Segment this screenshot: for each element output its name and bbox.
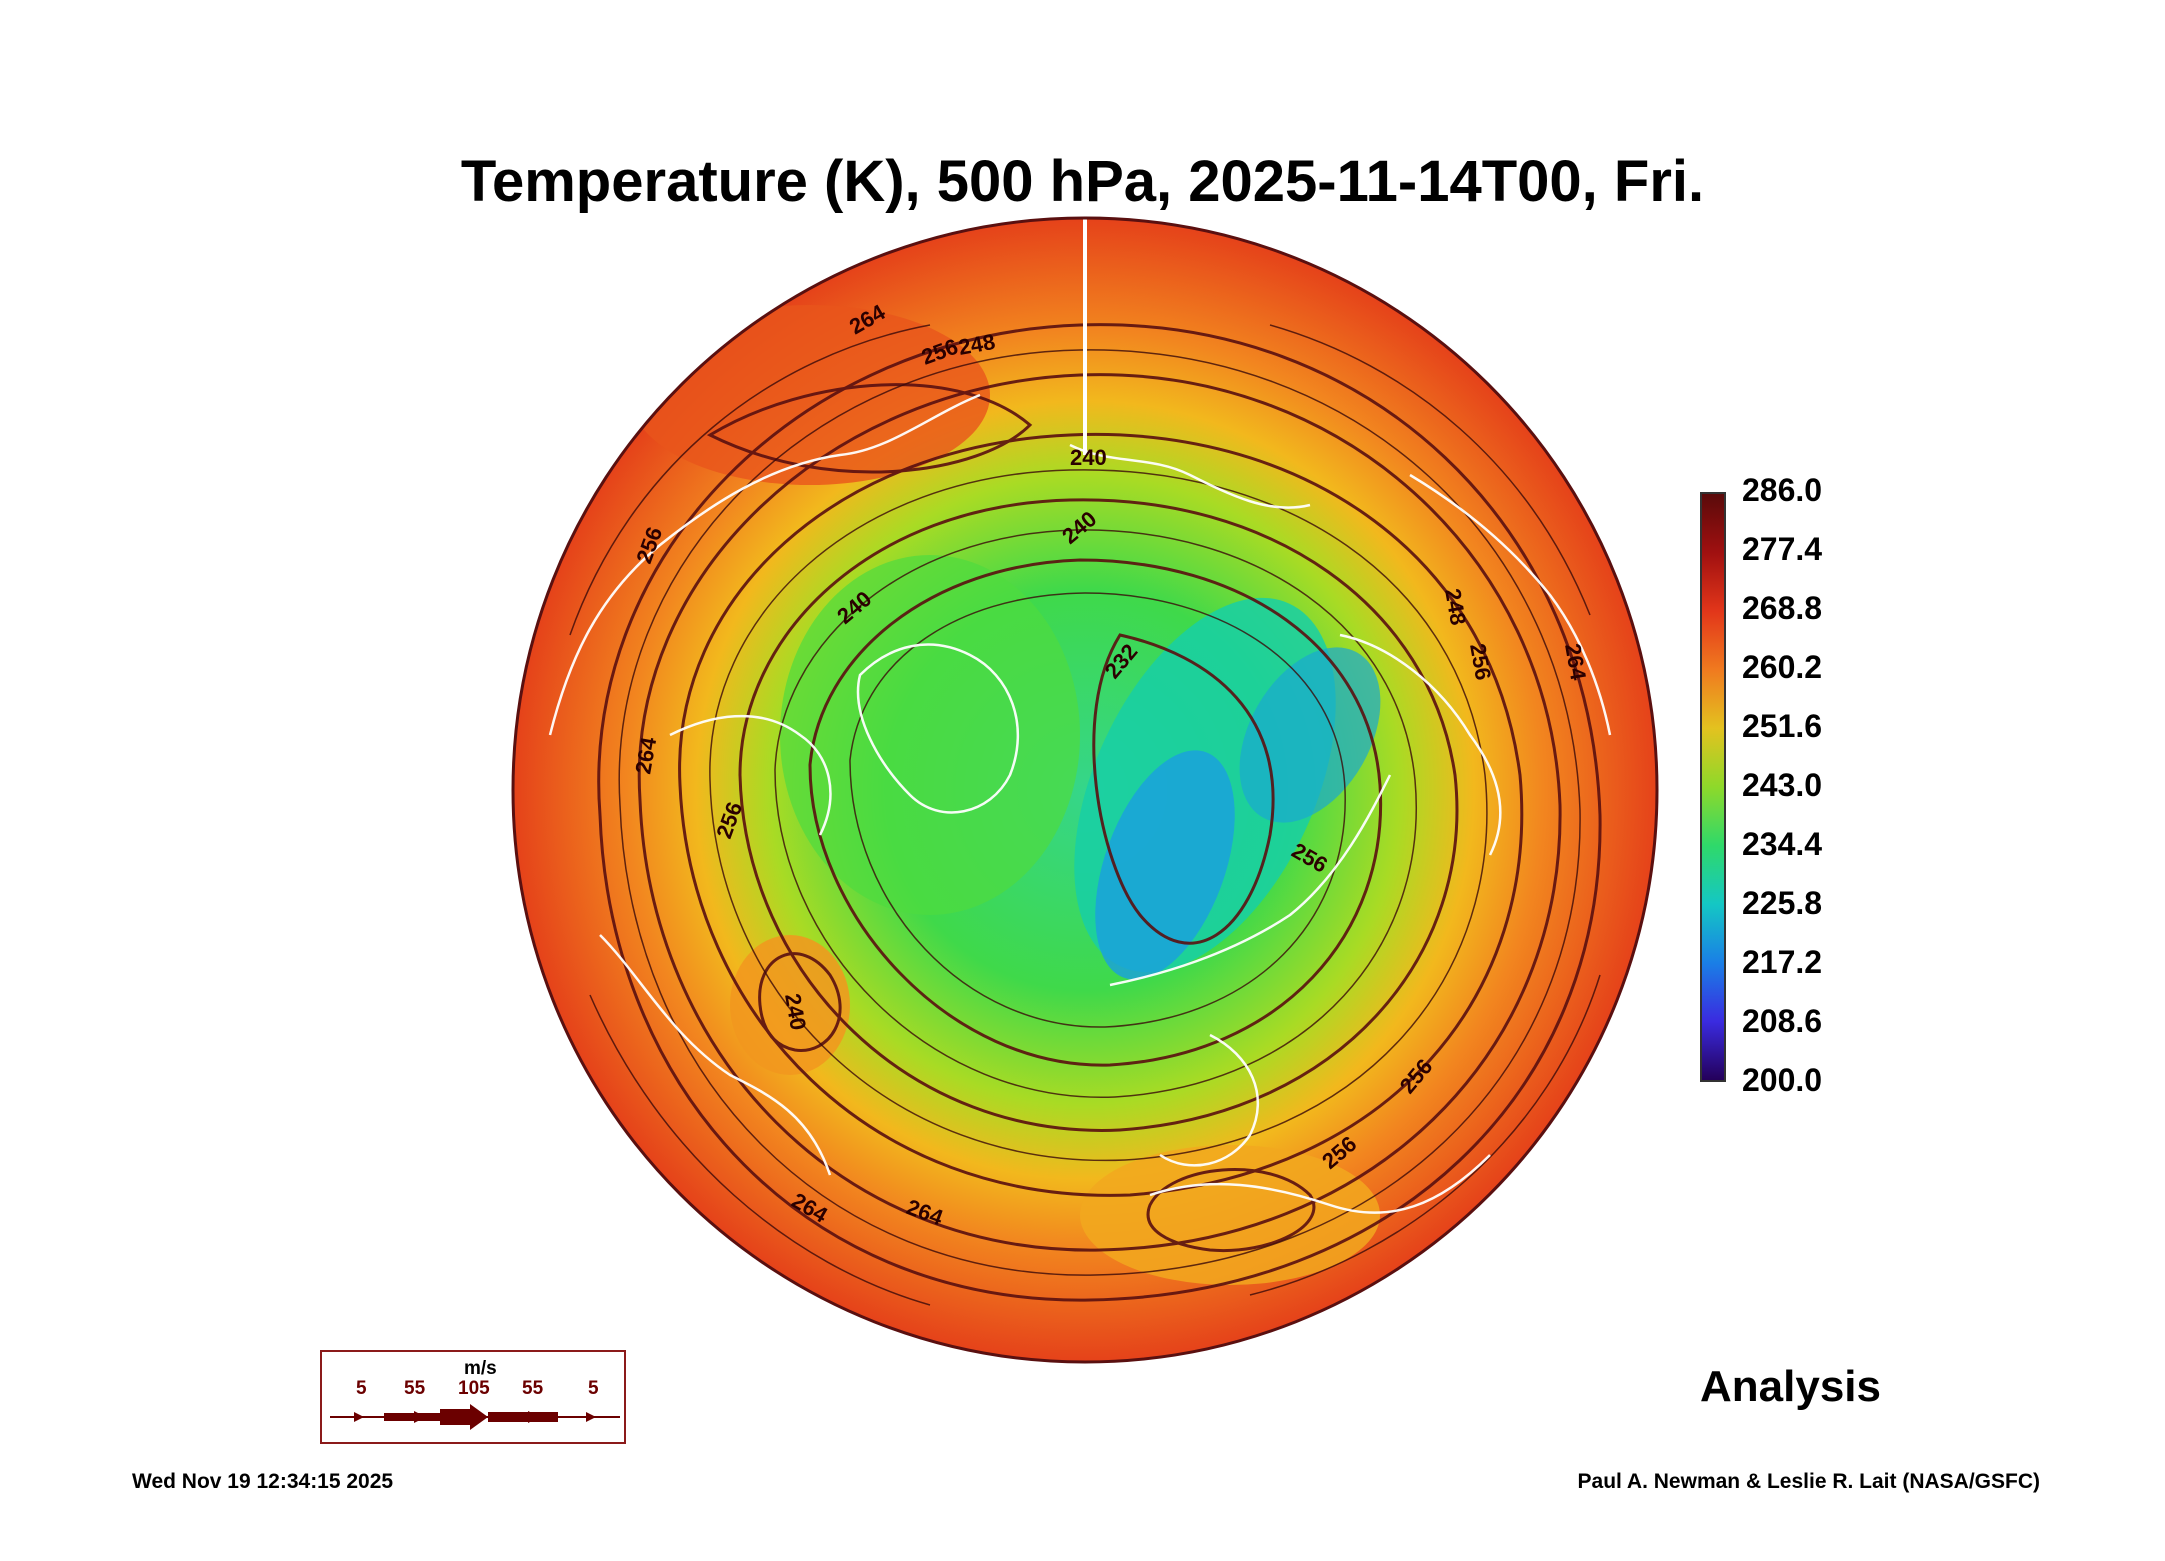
cold-core-north: [1239, 647, 1381, 823]
colorbar-tick-label: 260.2: [1742, 649, 1823, 685]
wind-legend-unit: m/s: [464, 1358, 497, 1379]
analysis-label: Analysis: [1700, 1362, 1881, 1411]
colorbar-tick-label: 268.8: [1742, 590, 1823, 626]
warm-ridge-south: [730, 935, 850, 1075]
colorbar-tick-label: 234.4: [1742, 826, 1823, 862]
polar-temperature-map: 264 256 248 240 240 240 232 248 256 256 264 256 240 2…: [510, 215, 1660, 1365]
wind-legend-value: 5: [588, 1378, 599, 1399]
contour-label: 240: [1070, 445, 1107, 470]
green-region-west: [780, 555, 1080, 915]
wind-legend-value: 55: [404, 1378, 426, 1399]
cold-core-center: [1095, 750, 1235, 980]
wind-speed-arrow-scale: [330, 1404, 620, 1430]
wind-legend-value: 55: [522, 1378, 544, 1399]
warm-ridge-southeast: [1080, 1145, 1380, 1285]
colorbar-tick-label: 208.6: [1742, 1003, 1823, 1039]
colorbar-tick-label: 217.2: [1742, 944, 1823, 980]
colorbar-tick-label: 286.0: [1742, 472, 1823, 508]
generated-timestamp: Wed Nov 19 12:34:15 2025: [132, 1470, 394, 1493]
wind-speed-legend: m/s 5 55 105 55 5: [320, 1350, 626, 1444]
wind-legend-value: 5: [356, 1378, 367, 1399]
globe-outline: [511, 216, 1659, 1364]
colorbar-tick-label: 225.8: [1742, 885, 1823, 921]
wind-legend-value: 105: [458, 1378, 490, 1399]
colorbar-tick-label: 251.6: [1742, 708, 1823, 744]
chart-title: Temperature (K), 500 hPa, 2025-11-14T00,…: [460, 149, 1705, 214]
temperature-field: [513, 218, 1657, 1362]
colorbar-tick-label: 200.0: [1742, 1062, 1823, 1098]
credit-line: Paul A. Newman & Leslie R. Lait (NASA/GS…: [1577, 1470, 2040, 1493]
colorbar-tick-label: 277.4: [1742, 531, 1823, 567]
colorbar: [1700, 492, 1726, 1082]
colorbar-tick-label: 243.0: [1742, 767, 1823, 803]
